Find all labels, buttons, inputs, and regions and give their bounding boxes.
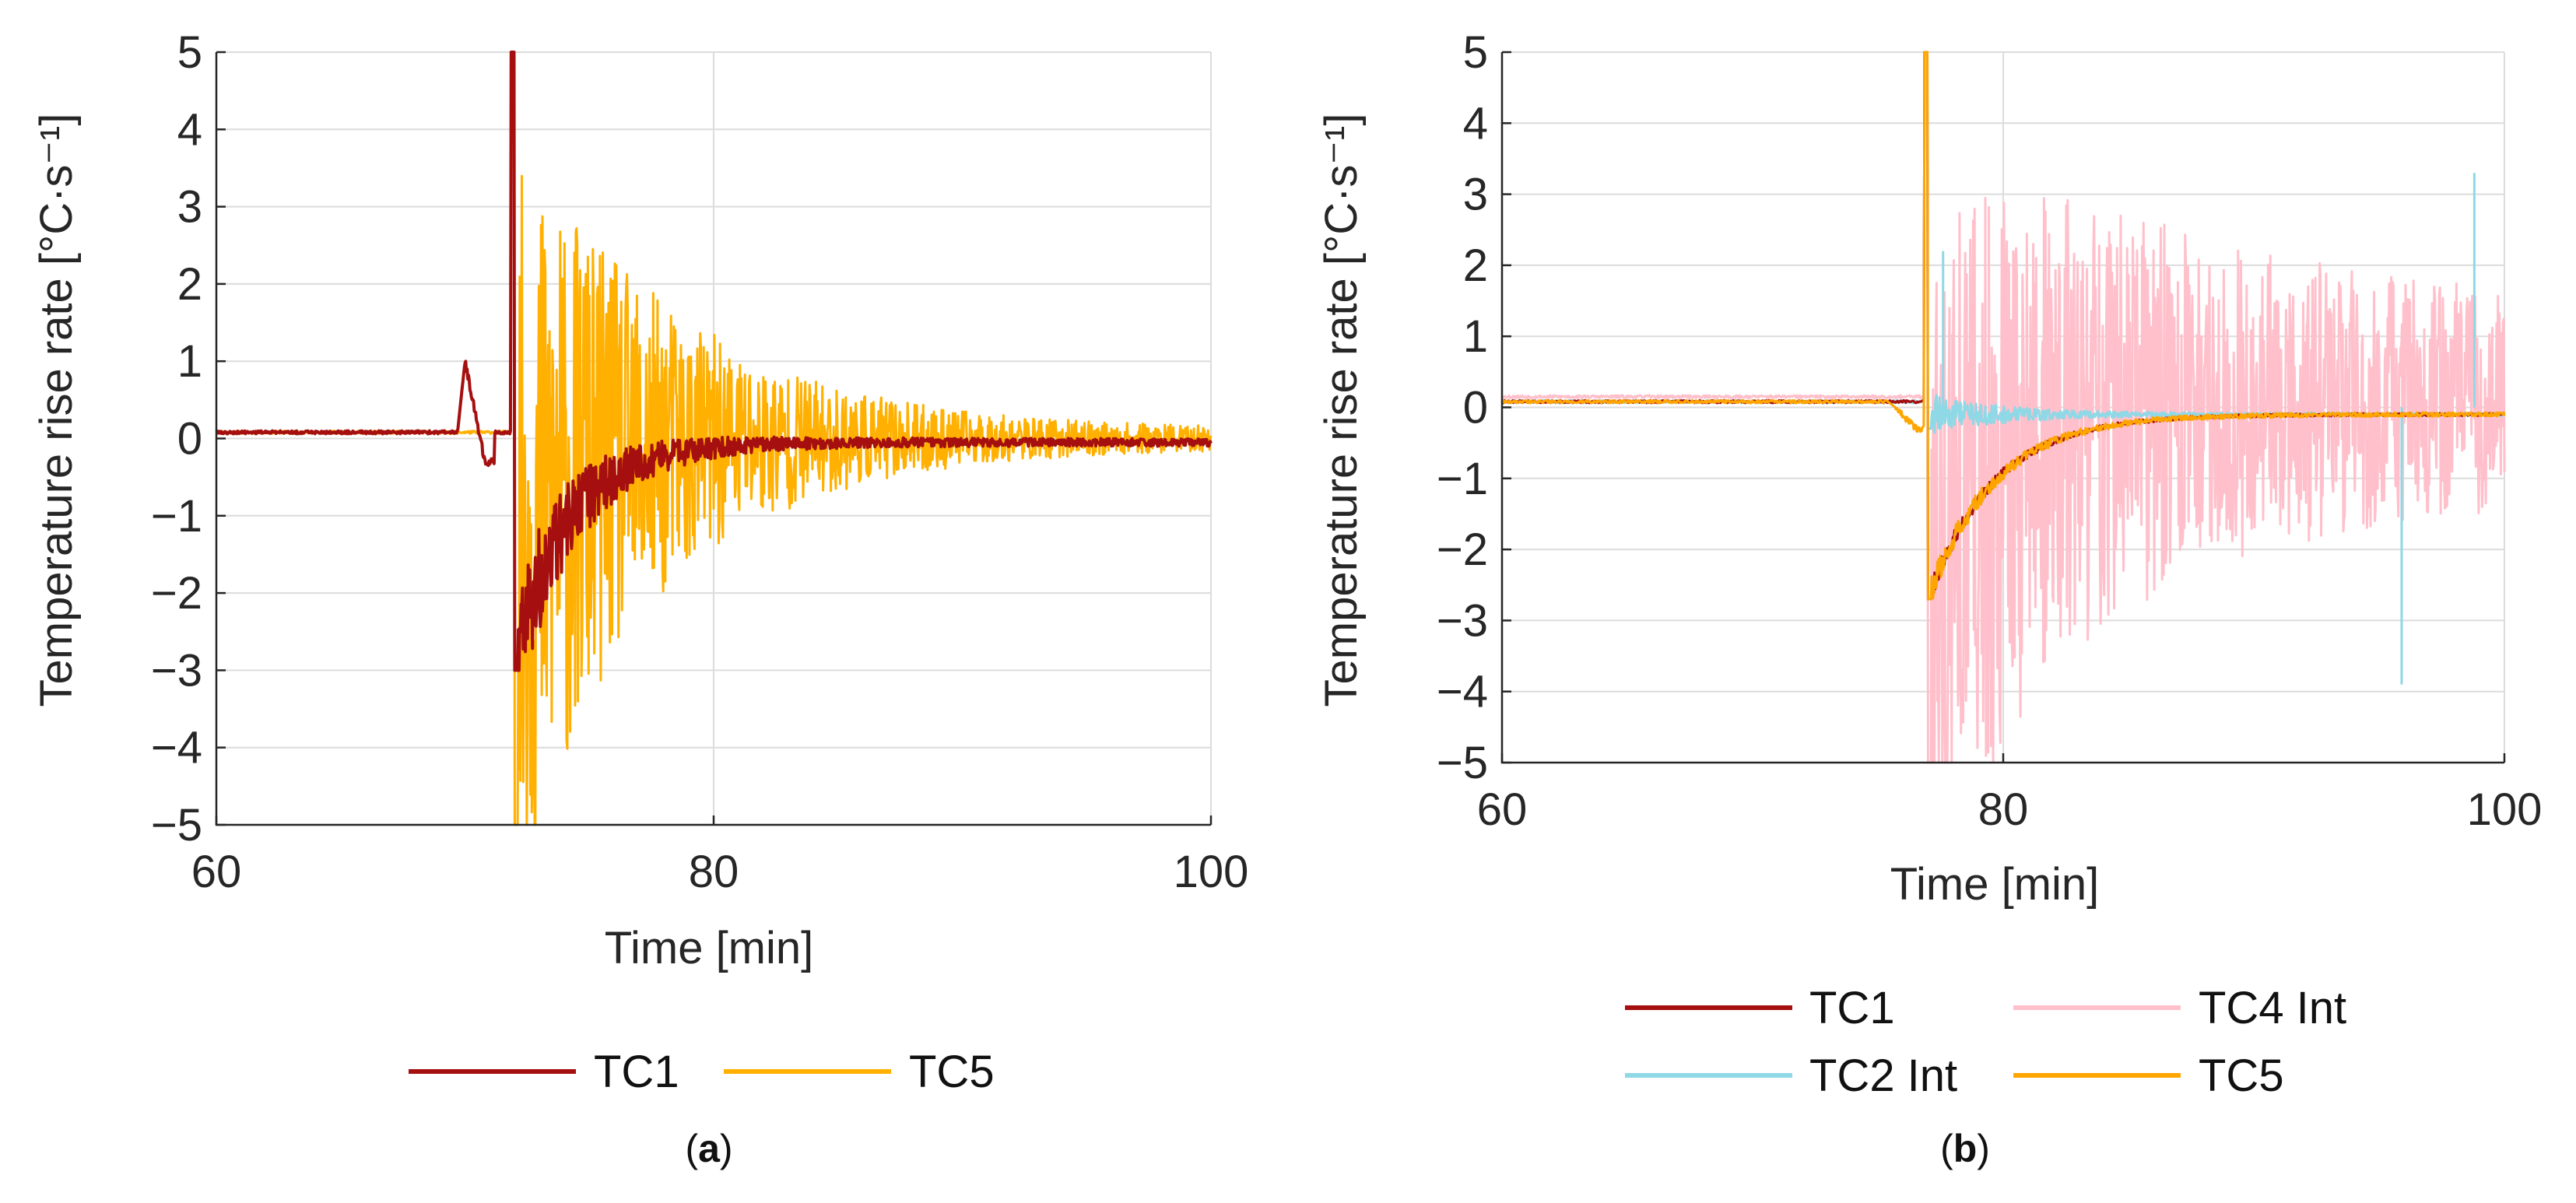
y-tick-label: 4 [1463, 98, 1488, 149]
y-tick-label: 2 [177, 259, 202, 310]
x-tick-label: 80 [689, 847, 739, 897]
y-tick-label: 3 [1463, 170, 1488, 220]
series-b [1500, 51, 2506, 764]
legend-label-tc5-a: TC5 [909, 1047, 995, 1097]
x-axis-label-b: Time [min] [1890, 859, 2100, 910]
axes-a [215, 51, 1213, 826]
y-axis-label-b: Temperature rise rate [°C·s⁻¹] [1316, 114, 1367, 707]
y-tick-labels-b: −5 −4 −3 −2 −1 0 1 2 3 4 5 [1437, 27, 1488, 788]
legend-label-tc2-int-b: TC2 Int [1809, 1050, 1957, 1101]
y-tick-label: 0 [177, 414, 202, 465]
legend-b: TC1 TC2 Int TC4 Int TC5 [1625, 983, 2346, 1101]
x-tick-label: 60 [1477, 784, 1528, 835]
caption-b: (b) [1940, 1127, 1990, 1170]
legend-label-tc1-a: TC1 [594, 1047, 679, 1097]
x-tick-label: 100 [1174, 847, 1249, 897]
legend-label-tc4-int-b: TC4 Int [2199, 983, 2346, 1033]
y-tick-label: 1 [177, 336, 202, 387]
x-tick-labels-b: 60 80 100 [1477, 784, 2543, 835]
axes-b [1500, 51, 2506, 764]
y-tick-label: −1 [151, 491, 202, 542]
y-tick-label: −1 [1437, 454, 1488, 504]
y-tick-label: −3 [1437, 595, 1488, 646]
legend-label-tc5-b: TC5 [2199, 1050, 2284, 1101]
legend-label-tc1-b: TC1 [1809, 983, 1895, 1033]
y-tick-label: −2 [1437, 524, 1488, 575]
series-line-tc5-b [1500, 51, 2506, 601]
panel-a: −5 −4 −3 −2 −1 0 1 2 3 4 5 60 80 100 Temperature ris… [31, 27, 1248, 1170]
x-tick-label: 80 [1978, 784, 2029, 835]
x-tick-label: 60 [191, 847, 242, 897]
x-axis-label-a: Time [min] [605, 923, 814, 973]
y-tick-label: −4 [1437, 667, 1488, 717]
y-tick-label: 0 [1463, 383, 1488, 433]
series-line-tc1-a [215, 51, 1213, 672]
panel-b: −5 −4 −3 −2 −1 0 1 2 3 4 5 60 80 100 Temperature ris… [1316, 27, 2542, 1170]
y-tick-label: −3 [151, 645, 202, 696]
series-line-tc4-int-b [1501, 51, 2506, 764]
x-tick-label: 100 [2467, 784, 2543, 835]
y-tick-label: −5 [1437, 738, 1488, 788]
caption-a: (a) [685, 1127, 732, 1170]
legend-a: TC1 TC5 [409, 1047, 995, 1097]
y-tick-labels-a: −5 −4 −3 −2 −1 0 1 2 3 4 5 [151, 27, 202, 851]
y-tick-label: −2 [151, 568, 202, 619]
y-tick-label: 2 [1463, 240, 1488, 291]
y-tick-label: 5 [1463, 27, 1488, 78]
y-tick-label: 1 [1463, 311, 1488, 362]
y-tick-label: −4 [151, 723, 202, 773]
series-a [215, 51, 1213, 826]
y-tick-label: 3 [177, 182, 202, 233]
y-tick-label: −5 [151, 800, 202, 851]
x-tick-labels-a: 60 80 100 [191, 847, 1249, 897]
y-tick-label: 4 [177, 104, 202, 155]
y-axis-label-a: Temperature rise rate [°C·s⁻¹] [31, 114, 82, 707]
y-tick-label: 5 [177, 27, 202, 78]
